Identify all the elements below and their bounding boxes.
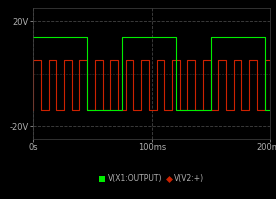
Legend: V(X1:OUTPUT), V(V2:+): V(X1:OUTPUT), V(V2:+) (97, 172, 207, 186)
